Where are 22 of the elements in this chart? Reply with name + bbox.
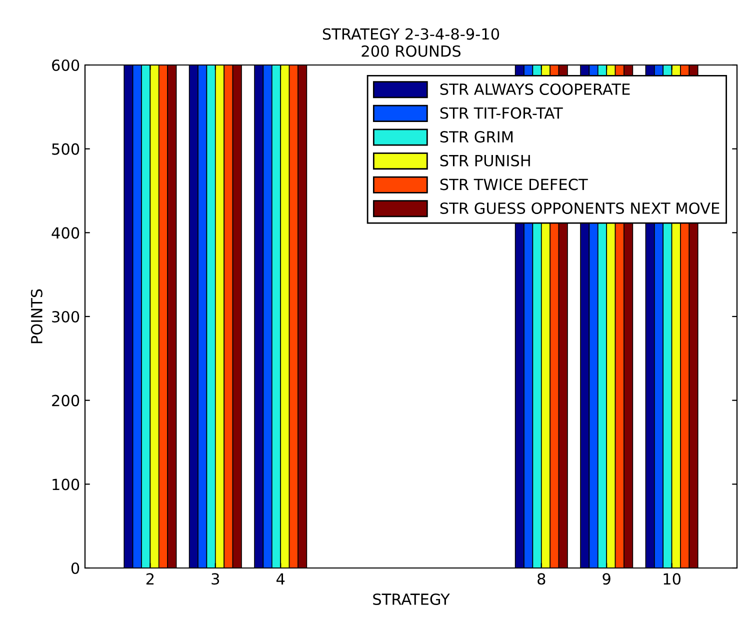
- y-tick-label: 300: [52, 310, 80, 323]
- chart-title: STRATEGY 2-3-4-8-9-10 200 ROUNDS: [322, 28, 500, 57]
- x-tick-label: 9: [602, 573, 610, 585]
- y-axis-title: POINTS: [30, 289, 42, 344]
- y-tick-label: 500: [52, 143, 80, 155]
- x-tick-label: 10: [664, 573, 681, 585]
- x-tick-label: 8: [538, 573, 546, 585]
- y-tick-label: 0: [71, 562, 80, 574]
- y-tick-label: 200: [52, 394, 80, 406]
- legend-label: STR TIT-FOR-TAT: [440, 107, 563, 119]
- legend-label: STR ALWAYS COOPERATE: [440, 83, 630, 96]
- legend-label: STR TWICE DEFECT: [440, 178, 588, 190]
- legend-label: STR GRIM: [440, 131, 513, 143]
- legend-label: STR PUNISH: [440, 154, 530, 166]
- x-tick-label: 3: [212, 573, 220, 585]
- y-tick-label: 400: [52, 227, 80, 239]
- y-tick-label: 600: [52, 59, 80, 72]
- legend-label: STR GUESS OPPONENTS NEXT MOVE: [440, 202, 720, 214]
- x-tick-label: 2: [146, 573, 154, 584]
- x-axis-title: STRATEGY: [373, 593, 450, 606]
- x-tick-label: 4: [276, 573, 285, 584]
- y-tick-label: 100: [52, 478, 80, 490]
